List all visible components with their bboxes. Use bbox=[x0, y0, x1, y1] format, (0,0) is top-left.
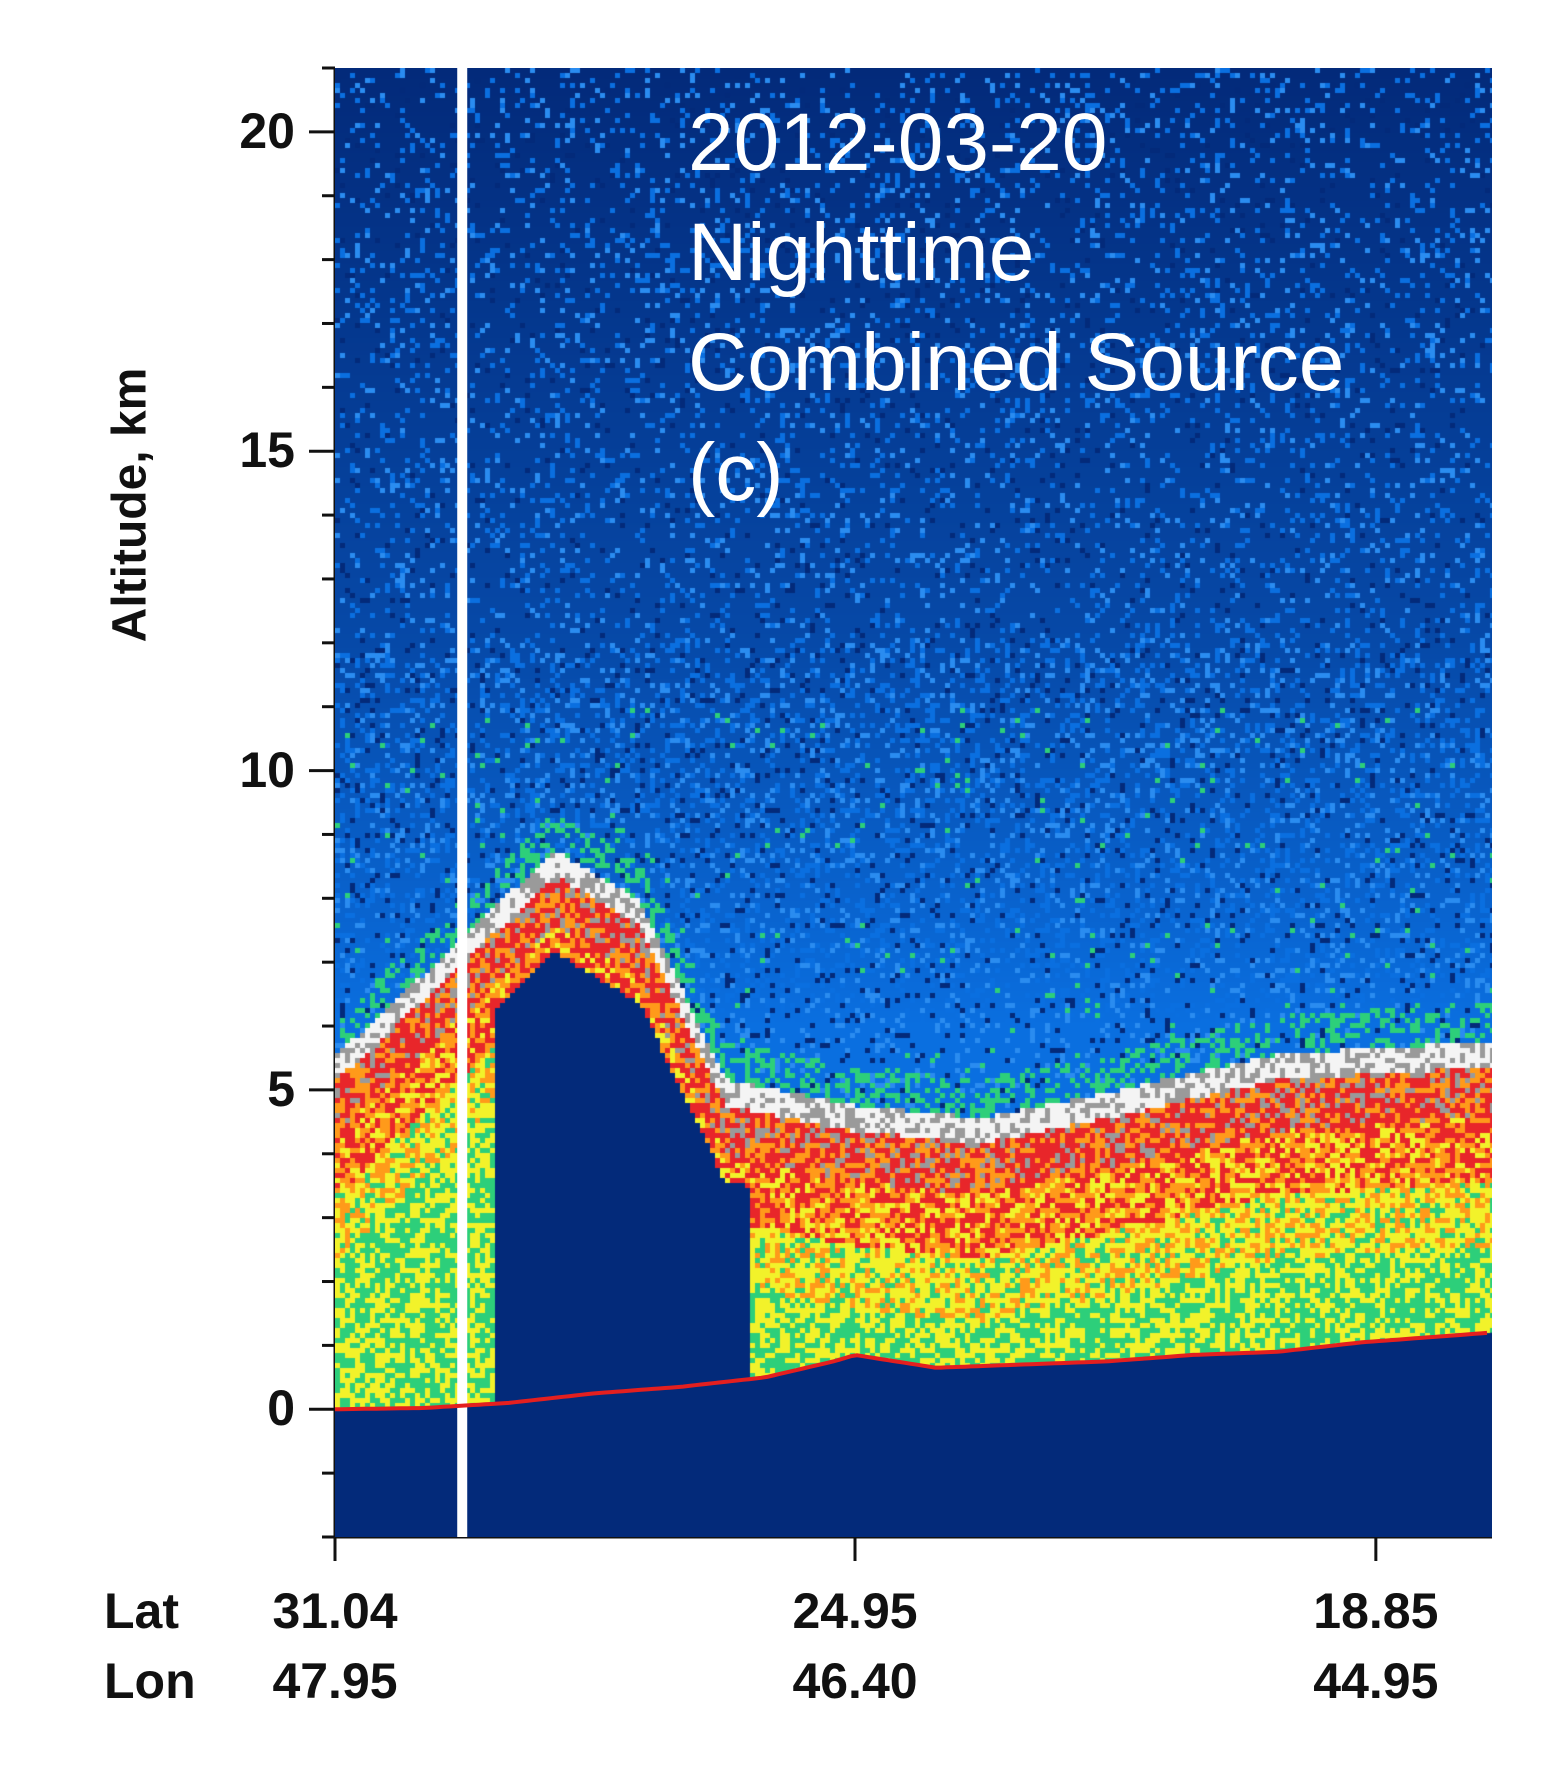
y-tick-label: 5 bbox=[267, 1060, 295, 1117]
backscatter-image bbox=[335, 68, 1492, 1537]
y-tick-label: 10 bbox=[239, 741, 295, 798]
x-tick-lon: 46.40 bbox=[792, 1653, 918, 1709]
y-axis-label: Altitude, km bbox=[103, 367, 157, 643]
x-row-label-lon: Lon bbox=[104, 1653, 196, 1709]
y-tick-label: 15 bbox=[239, 422, 295, 479]
x-tick-lat: 31.04 bbox=[272, 1583, 398, 1639]
x-tick-lon: 47.95 bbox=[272, 1653, 398, 1709]
y-tick-label: 0 bbox=[267, 1380, 295, 1437]
annotation-source: Combined Source bbox=[688, 317, 1345, 408]
y-tick-label: 20 bbox=[239, 102, 295, 159]
x-row-label-lat: Lat bbox=[104, 1583, 179, 1639]
x-tick-lat: 18.85 bbox=[1313, 1583, 1439, 1639]
annotation-date: 2012-03-20 bbox=[688, 97, 1108, 188]
annotation-time: Nighttime bbox=[688, 207, 1035, 298]
x-tick-lon: 44.95 bbox=[1313, 1653, 1439, 1709]
annotation-panel: (c) bbox=[688, 427, 784, 518]
x-tick-lat: 24.95 bbox=[792, 1583, 918, 1639]
